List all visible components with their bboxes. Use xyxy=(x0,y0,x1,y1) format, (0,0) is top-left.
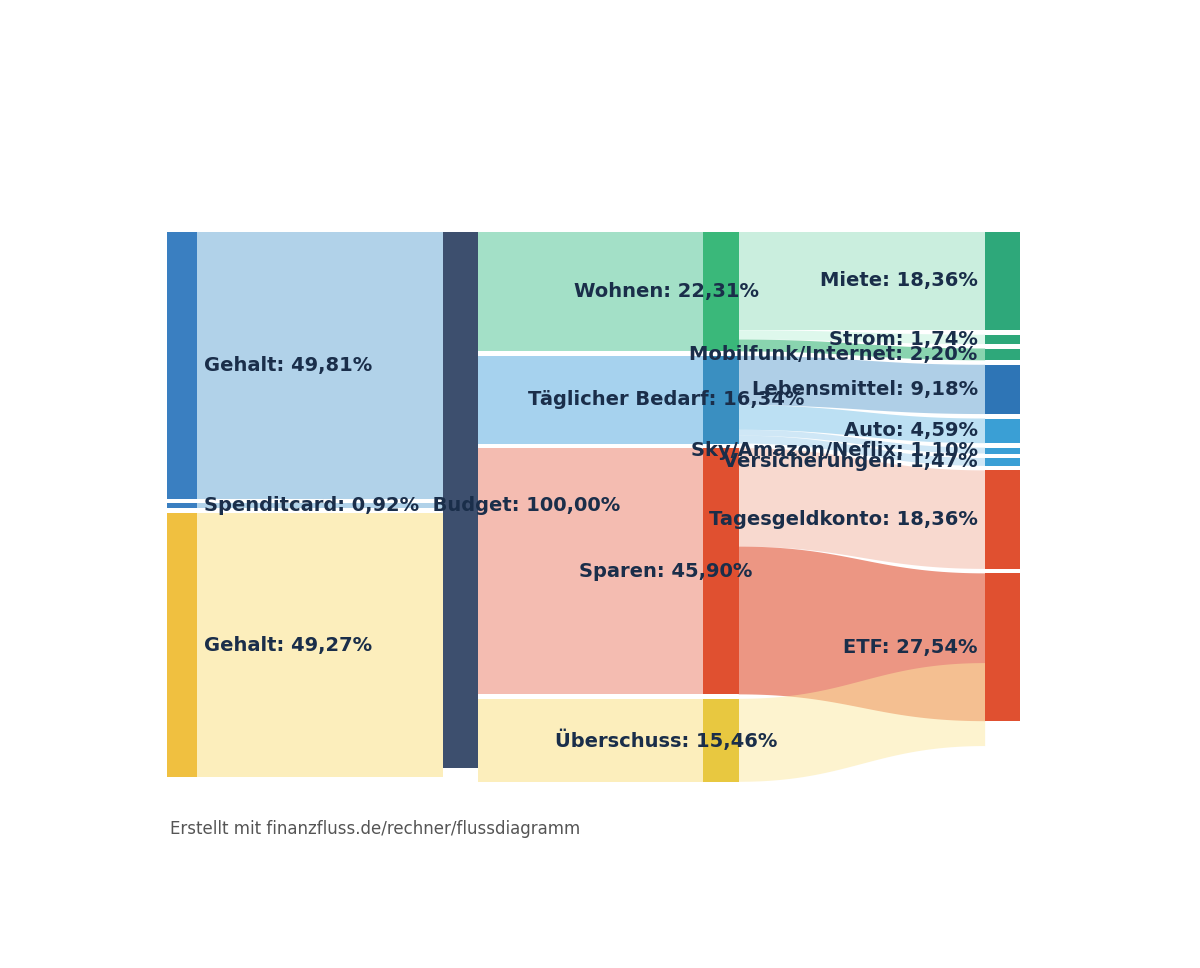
Polygon shape xyxy=(479,699,703,782)
Polygon shape xyxy=(739,430,985,454)
Bar xyxy=(985,231,1020,330)
Polygon shape xyxy=(197,513,443,777)
Bar xyxy=(985,447,1020,454)
Bar xyxy=(703,448,739,694)
Text: Sky/Amazon/Neflix: 1,10%: Sky/Amazon/Neflix: 1,10% xyxy=(691,441,978,460)
Polygon shape xyxy=(479,356,703,443)
Text: Sparen: 45,90%: Sparen: 45,90% xyxy=(580,561,752,581)
Text: Versicherungen: 1,47%: Versicherungen: 1,47% xyxy=(724,452,978,471)
Text: Mobilfunk/Internet: 2,20%: Mobilfunk/Internet: 2,20% xyxy=(690,345,978,364)
Polygon shape xyxy=(479,231,703,351)
Text: Lebensmittel: 9,18%: Lebensmittel: 9,18% xyxy=(751,379,978,399)
Bar xyxy=(167,513,197,777)
Polygon shape xyxy=(739,340,985,360)
Text: Überschuss: 15,46%: Überschuss: 15,46% xyxy=(554,730,778,751)
Bar xyxy=(985,348,1020,360)
Text: Miete: 18,36%: Miete: 18,36% xyxy=(820,271,978,290)
Polygon shape xyxy=(739,448,985,569)
Polygon shape xyxy=(197,503,443,508)
Text: Strom: 1,74%: Strom: 1,74% xyxy=(829,330,978,348)
Text: Auto: 4,59%: Auto: 4,59% xyxy=(844,421,978,440)
Polygon shape xyxy=(479,448,703,694)
Polygon shape xyxy=(739,436,985,466)
Text: Täglicher Bedarf: 16,34%: Täglicher Bedarf: 16,34% xyxy=(528,390,804,409)
Polygon shape xyxy=(197,231,443,499)
Text: Wohnen: 22,31%: Wohnen: 22,31% xyxy=(574,282,758,301)
Bar xyxy=(985,470,1020,569)
Bar xyxy=(443,231,479,769)
Text: Erstellt mit finanzfluss.de/rechner/flussdiagramm: Erstellt mit finanzfluss.de/rechner/flus… xyxy=(170,820,581,837)
Polygon shape xyxy=(739,356,985,414)
Bar xyxy=(985,335,1020,344)
Text: Tagesgeldkonto: 18,36%: Tagesgeldkonto: 18,36% xyxy=(709,510,978,529)
Bar xyxy=(985,573,1020,721)
Text: Spenditcard: 0,92%  Budget: 100,00%: Spenditcard: 0,92% Budget: 100,00% xyxy=(204,497,620,515)
Text: Gehalt: 49,81%: Gehalt: 49,81% xyxy=(204,356,372,375)
Bar xyxy=(703,699,739,782)
Polygon shape xyxy=(739,231,985,330)
Bar xyxy=(985,418,1020,443)
Text: Gehalt: 49,27%: Gehalt: 49,27% xyxy=(204,636,372,654)
Text: ETF: 27,54%: ETF: 27,54% xyxy=(844,638,978,656)
Bar xyxy=(703,231,739,351)
Bar xyxy=(167,503,197,508)
Bar xyxy=(985,365,1020,414)
Polygon shape xyxy=(739,663,985,782)
Polygon shape xyxy=(739,547,985,721)
Bar xyxy=(703,356,739,443)
Bar xyxy=(985,458,1020,466)
Polygon shape xyxy=(739,330,985,344)
Bar xyxy=(167,231,197,499)
Polygon shape xyxy=(739,406,985,443)
